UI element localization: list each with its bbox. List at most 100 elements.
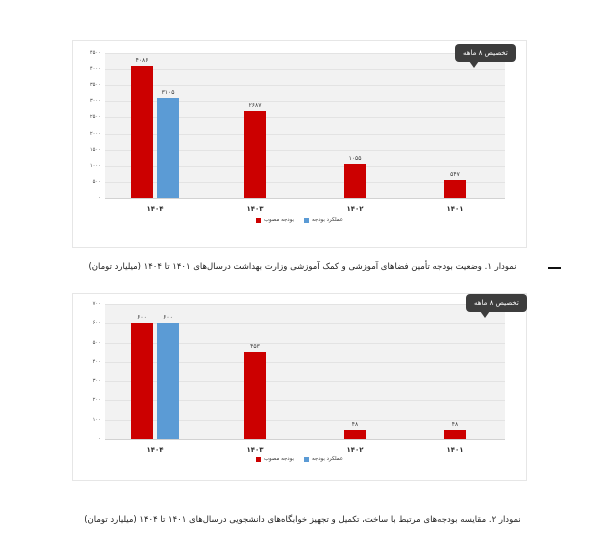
legend-swatch-blue-icon bbox=[303, 217, 309, 223]
bar-value-label: ۴۸ bbox=[351, 420, 359, 428]
bar-value-label: ۶۰۰ bbox=[163, 314, 173, 322]
x-axis-tick-label: ۱۴۰۴ bbox=[146, 446, 164, 454]
legend-item-red[interactable]: بودجه مصوب bbox=[255, 456, 294, 462]
gridline: ۲۵۰۰ bbox=[90, 114, 505, 120]
y-axis-tick-label: ۶۰۰ bbox=[92, 320, 101, 327]
legend-item-blue[interactable]: عملکرد بودجه bbox=[303, 456, 344, 462]
gridline: ۴۰۰۰ bbox=[90, 66, 505, 72]
chart-1-legend: عملکرد بودجه بودجه مصوب bbox=[73, 217, 526, 223]
x-axis-tick-label: ۱۴۰۱ bbox=[446, 446, 464, 454]
x-axis-tick-label: ۱۴۰۳ bbox=[246, 446, 264, 454]
chart-2-plot-area: ۷۰۰ ۶۰۰ ۵۰۰ ۴۰۰ ۳۰۰ ۲۰۰ ۱۰۰ ۰ ۴۸ ۱۴۰۱ ۴۸ ۱۴۰۲ ۴۵۳ ۱۴… bbox=[93, 301, 505, 454]
gridline: ۰ bbox=[98, 195, 505, 201]
bar-value-label: ۳۱۰۵ bbox=[161, 88, 175, 96]
bar-group: ۵۴۷ ۱۴۰۱ bbox=[405, 53, 505, 213]
bar-wrapper: ۶۰۰ bbox=[131, 304, 153, 439]
chart-1-inner: ۴۵۰۰ ۴۰۰۰ ۳۵۰۰ ۳۰۰۰ ۲۵۰۰ ۲۰۰۰ ۱۵۰۰ ۱۰۰۰ ۵۰۰ ۰ ۵۴۷… bbox=[73, 41, 526, 247]
x-axis-tick-label: ۱۴۰۳ bbox=[246, 205, 264, 213]
bar-wrapper: ۵۴۷ bbox=[444, 53, 466, 198]
bar-wrapper: ۲۶۸۷ bbox=[244, 53, 266, 198]
bar-group: ۶۰۰ ۶۰۰ ۱۴۰۴ bbox=[105, 304, 205, 454]
gridline: ۳۰۰ bbox=[93, 378, 505, 384]
legend-label-red: بودجه مصوب bbox=[263, 217, 294, 223]
page-dash-mark bbox=[548, 267, 561, 269]
bar-wrapper: ۴۸ bbox=[444, 304, 466, 439]
bar-wrapper: ۶۰۰ bbox=[157, 304, 179, 439]
bar-approved[interactable] bbox=[444, 180, 466, 198]
bar-approved[interactable] bbox=[344, 164, 366, 198]
bar-value-label: ۵۴۷ bbox=[450, 171, 460, 179]
gridline: ۵۰۰ bbox=[93, 340, 505, 346]
bar-performance[interactable] bbox=[157, 323, 179, 439]
y-axis-tick-label: ۴۰۰۰ bbox=[89, 66, 101, 73]
bar-wrapper: ۳۱۰۵ bbox=[157, 53, 179, 198]
y-axis-tick-label: ۱۰۰ bbox=[92, 416, 101, 423]
bar-group: ۲۶۸۷ ۱۴۰۳ bbox=[205, 53, 305, 213]
chart-1-plot-area: ۴۵۰۰ ۴۰۰۰ ۳۵۰۰ ۳۰۰۰ ۲۵۰۰ ۲۰۰۰ ۱۵۰۰ ۱۰۰۰ ۵۰۰ ۰ ۵۴۷… bbox=[90, 50, 505, 213]
bar-approved[interactable] bbox=[344, 429, 366, 439]
gridline: ۳۵۰۰ bbox=[90, 82, 505, 88]
x-axis-tick-label: ۱۴۰۲ bbox=[346, 446, 364, 454]
bar-approved[interactable] bbox=[131, 66, 153, 198]
gridline: ۱۰۰ bbox=[93, 417, 505, 423]
gridline: ۳۰۰۰ bbox=[90, 98, 505, 104]
x-axis-tick-label: ۱۴۰۴ bbox=[146, 205, 164, 213]
gridline: ۰ bbox=[98, 436, 505, 442]
bar-value-label: ۱۰۵۵ bbox=[348, 155, 362, 163]
chart-2-inner: ۷۰۰ ۶۰۰ ۵۰۰ ۴۰۰ ۳۰۰ ۲۰۰ ۱۰۰ ۰ ۴۸ ۱۴۰۱ ۴۸ ۱۴۰۲ ۴۵۳ ۱۴… bbox=[73, 294, 526, 480]
legend-label-blue: عملکرد بودجه bbox=[311, 217, 344, 223]
y-axis-tick-label: ۴۵۰۰ bbox=[89, 50, 101, 56]
y-axis-tick-label: ۳۵۰۰ bbox=[89, 82, 101, 89]
legend-label-blue: عملکرد بودجه bbox=[311, 456, 344, 462]
bar-approved[interactable] bbox=[244, 111, 266, 198]
gridline: ۱۰۰۰ bbox=[90, 163, 505, 169]
y-axis-tick-label: ۳۰۰۰ bbox=[89, 98, 101, 105]
y-axis-tick-label: ۰ bbox=[98, 436, 101, 442]
legend-item-red[interactable]: بودجه مصوب bbox=[255, 217, 294, 223]
y-axis-tick-label: ۵۰۰ bbox=[92, 339, 101, 346]
chart-card-1: ۴۵۰۰ ۴۰۰۰ ۳۵۰۰ ۳۰۰۰ ۲۵۰۰ ۲۰۰۰ ۱۵۰۰ ۱۰۰۰ ۵۰۰ ۰ ۵۴۷… bbox=[72, 40, 527, 248]
gridline: ۶۰۰ bbox=[93, 320, 505, 326]
chart-1-bars: ۵۴۷ ۱۴۰۱ ۱۰۵۵ ۱۴۰۲ ۲۶۸۷ ۱۴۰۳ ۴۰۸۶ ۳۱۰۵ ۱۴۰۴ bbox=[105, 53, 505, 213]
y-axis-tick-label: ۷۰۰ bbox=[92, 301, 101, 307]
y-axis-tick-label: ۱۵۰۰ bbox=[89, 146, 101, 153]
bar-value-label: ۶۰۰ bbox=[137, 314, 147, 322]
bar-group: ۴۸ ۱۴۰۱ bbox=[405, 304, 505, 454]
bar-wrapper: ۴۸ bbox=[344, 304, 366, 439]
legend-item-blue[interactable]: عملکرد بودجه bbox=[303, 217, 344, 223]
bar-group: ۴۵۳ ۱۴۰۳ bbox=[205, 304, 305, 454]
legend-swatch-blue-icon bbox=[303, 456, 309, 462]
bar-group: ۴۰۸۶ ۳۱۰۵ ۱۴۰۴ bbox=[105, 53, 205, 213]
y-axis-tick-label: ۰ bbox=[98, 195, 101, 201]
bar-wrapper: ۴۵۳ bbox=[244, 304, 266, 439]
chart-1-caption: نمودار ۱. وضعیت بودجه تأمین فضاهای آموزش… bbox=[88, 262, 517, 272]
chart-card-2: ۷۰۰ ۶۰۰ ۵۰۰ ۴۰۰ ۳۰۰ ۲۰۰ ۱۰۰ ۰ ۴۸ ۱۴۰۱ ۴۸ ۱۴۰۲ ۴۵۳ ۱۴… bbox=[72, 293, 527, 481]
gridline: ۲۰۰۰ bbox=[90, 131, 505, 137]
bar-approved[interactable] bbox=[244, 351, 266, 439]
bar-value-label: ۲۶۸۷ bbox=[248, 102, 262, 110]
gridline: ۴۰۰ bbox=[93, 359, 505, 365]
chart-2-tooltip: تخصیص ۸ ماهه bbox=[466, 294, 527, 318]
chart-1-tooltip: تخصیص ۸ ماهه bbox=[455, 44, 516, 68]
bar-value-label: ۴۰۸۶ bbox=[135, 57, 149, 65]
gridline: ۷۰۰ bbox=[93, 301, 505, 307]
legend-swatch-red-icon bbox=[255, 217, 261, 223]
gridline: ۲۰۰ bbox=[93, 397, 505, 403]
bar-approved[interactable] bbox=[444, 429, 466, 439]
y-axis-tick-label: ۲۰۰ bbox=[92, 397, 101, 404]
bar-performance[interactable] bbox=[157, 97, 179, 198]
y-axis-tick-label: ۲۵۰۰ bbox=[89, 114, 101, 121]
gridline: ۴۵۰۰ bbox=[90, 50, 505, 56]
gridline: ۱۵۰۰ bbox=[90, 147, 505, 153]
bar-group: ۴۸ ۱۴۰۲ bbox=[305, 304, 405, 454]
gridline: ۵۰۰ bbox=[93, 179, 505, 185]
bar-approved[interactable] bbox=[131, 323, 153, 439]
bar-value-label: ۴۵۳ bbox=[250, 342, 260, 350]
x-axis-tick-label: ۱۴۰۱ bbox=[446, 205, 464, 213]
y-axis-tick-label: ۲۰۰۰ bbox=[89, 130, 101, 137]
y-axis-tick-label: ۵۰۰ bbox=[92, 178, 101, 185]
legend-label-red: بودجه مصوب bbox=[263, 456, 294, 462]
bar-value-label: ۴۸ bbox=[451, 420, 459, 428]
bar-wrapper: ۱۰۵۵ bbox=[344, 53, 366, 198]
